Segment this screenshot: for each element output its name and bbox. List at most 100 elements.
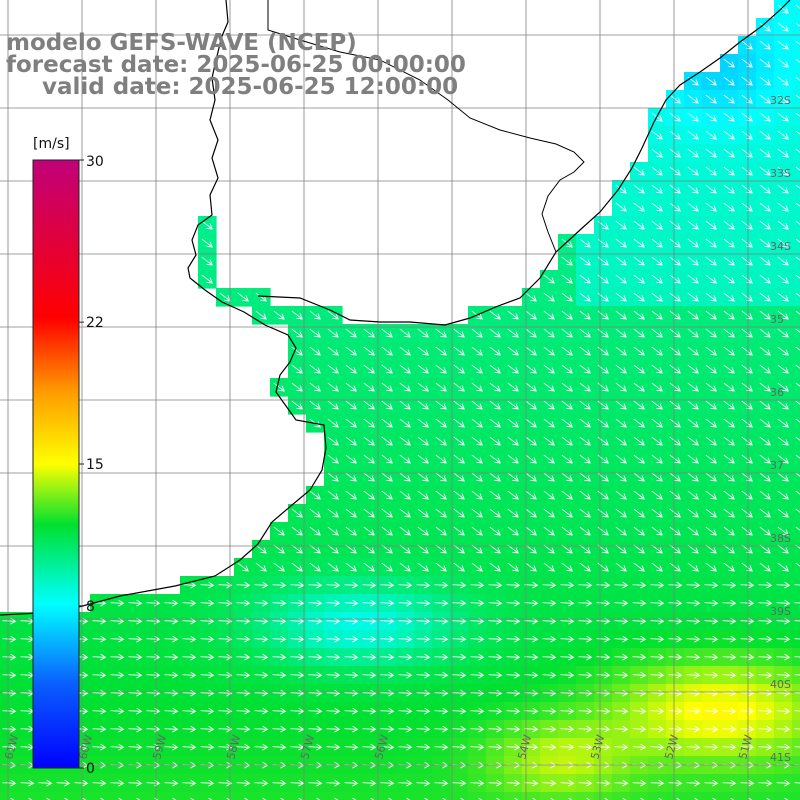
wind-arrow <box>200 689 215 697</box>
wind-arrow <box>776 653 791 661</box>
wind-arrow <box>597 328 609 338</box>
wind-arrow <box>525 490 537 500</box>
wind-arrow <box>776 635 791 643</box>
wind-arrow <box>723 112 735 122</box>
wind-arrow <box>651 454 663 464</box>
wind-arrow <box>759 328 771 338</box>
wind-arrow <box>110 689 125 697</box>
wind-arrow <box>759 166 771 176</box>
wind-arrow <box>722 689 737 697</box>
wind-arrow <box>578 599 593 607</box>
wind-arrow <box>489 310 501 320</box>
wind-arrow <box>687 148 699 158</box>
wind-arrow <box>489 490 501 500</box>
wind-arrow <box>669 112 681 122</box>
wind-arrow <box>273 526 285 536</box>
wind-arrow <box>327 400 339 410</box>
wind-arrow <box>687 418 699 428</box>
wind-arrow <box>704 725 719 733</box>
wind-arrow <box>524 653 539 661</box>
wind-arrow <box>128 689 143 697</box>
wind-arrow <box>579 472 591 482</box>
title-model: modelo GEFS-WAVE (NCEP) <box>6 30 357 56</box>
wind-arrow <box>326 671 341 679</box>
wind-arrow <box>524 707 539 715</box>
wind-arrow <box>578 635 593 643</box>
wind-arrow <box>777 238 789 248</box>
wind-arrow <box>650 599 665 607</box>
wind-arrow <box>506 635 521 643</box>
wind-arrow <box>524 689 539 697</box>
wind-arrow <box>326 743 341 751</box>
wind-arrow <box>723 400 735 410</box>
wind-arrow <box>561 364 573 374</box>
wind-arrow <box>597 400 609 410</box>
wind-arrow <box>525 454 537 464</box>
wind-arrow <box>381 364 393 374</box>
wind-arrow <box>381 328 393 338</box>
field-cell <box>792 198 800 217</box>
wind-arrow <box>795 382 800 387</box>
wind-arrow <box>64 797 69 800</box>
wind-arrow <box>687 220 699 230</box>
wind-arrow <box>795 94 800 99</box>
wind-arrow <box>525 328 537 338</box>
wind-arrow <box>560 725 575 733</box>
wind-arrow <box>651 436 663 446</box>
field-cell <box>684 792 703 800</box>
wind-arrow <box>452 725 467 733</box>
wind-arrow <box>687 436 699 446</box>
wind-arrow <box>507 310 519 320</box>
wind-arrow <box>326 689 341 697</box>
wind-arrow <box>730 797 735 800</box>
wind-arrow <box>596 635 611 643</box>
wind-arrow <box>687 364 699 374</box>
wind-arrow <box>777 76 789 86</box>
wind-arrow <box>561 526 573 536</box>
field-cell <box>0 792 19 800</box>
wind-arrow <box>2 635 17 643</box>
field-cell <box>792 360 800 379</box>
wind-arrow <box>326 653 341 661</box>
wind-arrow <box>471 562 483 572</box>
wind-arrow <box>633 202 645 212</box>
colorbar-gradient <box>32 159 80 769</box>
wind-arrow <box>758 689 773 697</box>
wind-arrow <box>723 76 735 86</box>
wind-arrow <box>543 328 555 338</box>
wind-arrow <box>327 526 339 536</box>
wind-arrow <box>92 725 107 733</box>
wind-arrow <box>399 454 411 464</box>
wind-arrow <box>380 671 395 679</box>
wind-arrow <box>352 797 357 800</box>
wind-arrow <box>471 436 483 446</box>
wind-arrow <box>579 382 591 392</box>
wind-arrow <box>561 562 573 572</box>
field-cell <box>324 792 343 800</box>
wind-arrow <box>687 472 699 482</box>
wind-arrow <box>694 797 699 800</box>
wind-arrow <box>380 689 395 697</box>
wind-arrow <box>542 671 557 679</box>
wind-arrow <box>596 725 611 733</box>
wind-arrow <box>578 779 593 787</box>
wind-arrow <box>633 256 645 266</box>
wind-arrow <box>326 581 341 589</box>
wind-arrow <box>705 94 717 104</box>
wind-arrow <box>507 418 519 428</box>
wind-arrow <box>309 526 321 536</box>
wind-arrow <box>704 599 719 607</box>
field-cell <box>216 792 235 800</box>
wind-arrow <box>651 256 663 266</box>
field-cell <box>558 792 577 800</box>
wind-arrow <box>794 674 800 676</box>
wind-arrow <box>723 346 735 356</box>
wind-arrow <box>723 472 735 482</box>
wind-arrow <box>705 292 717 302</box>
wind-arrow <box>568 797 573 800</box>
wind-arrow <box>597 508 609 518</box>
wind-arrow <box>128 653 143 661</box>
wind-arrow <box>399 346 411 356</box>
wind-arrow <box>776 743 791 751</box>
